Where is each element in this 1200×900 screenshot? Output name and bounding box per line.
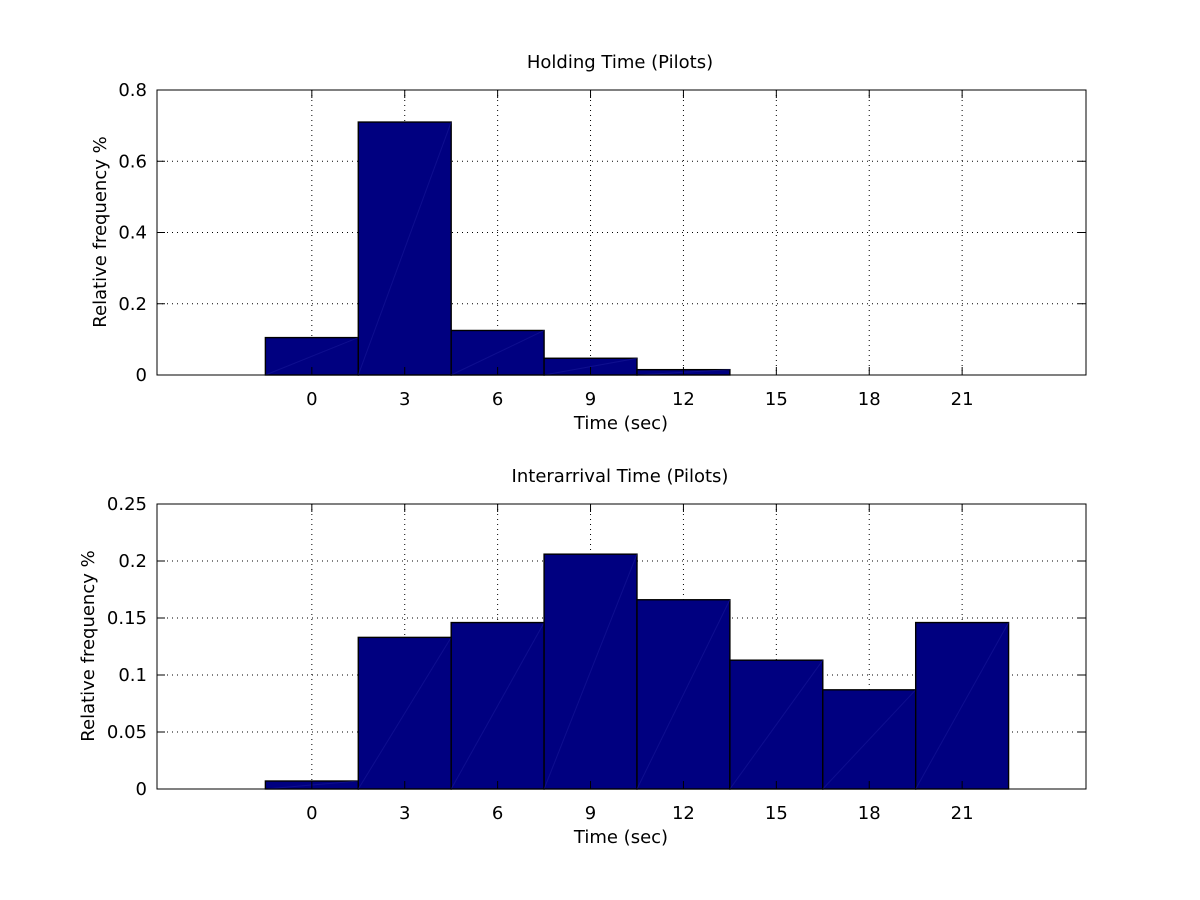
ticks: 0 3 6 9 12 15 18 21 0 0.05 0.1 0.15 0.2 0.25	[107, 494, 1086, 824]
bar-seam	[543, 357, 638, 376]
axes-frame	[156, 503, 1087, 790]
y-tick-label: 0	[136, 779, 147, 800]
x-axis-label: Time (sec)	[573, 413, 668, 434]
bar	[822, 689, 917, 790]
bar	[357, 121, 452, 376]
y-tick-label: 0.25	[107, 494, 147, 515]
chart-title: Holding Time (Pilots)	[527, 52, 713, 73]
bar-seam	[729, 659, 824, 790]
bar-seam	[450, 622, 545, 790]
interarrival-time-chart: Interarrival Time (Pilots) 0 3 6 9 12 15 18 210…	[78, 466, 1087, 848]
bar	[543, 553, 638, 790]
y-tick-label: 0.8	[118, 80, 147, 101]
chart-title: Interarrival Time (Pilots)	[512, 466, 729, 487]
x-tick-label: 6	[492, 803, 503, 824]
y-tick-label: 0.2	[118, 294, 147, 315]
y-tick-label: 0.05	[107, 722, 147, 743]
y-tick-label: 0.2	[118, 551, 147, 572]
bars	[264, 553, 1010, 790]
y-tick-label: 0.1	[118, 665, 147, 686]
y-axis-label: Relative frequency %	[90, 136, 111, 327]
x-tick-label: 0	[306, 803, 317, 824]
y-tick-label: 0.6	[118, 151, 147, 172]
bar-seam	[357, 637, 452, 790]
y-axis-label: Relative frequency %	[78, 550, 99, 741]
x-tick-label: 15	[765, 803, 788, 824]
x-tick-label: 9	[585, 803, 596, 824]
bar	[729, 659, 824, 790]
x-tick-label: 3	[399, 803, 410, 824]
x-tick-label: 21	[951, 803, 974, 824]
y-tick-label: 0.15	[107, 608, 147, 629]
holding-time-chart: Holding Time (Pilots) 0 3 6 9 12 15 18 21 0 0.2 0.…	[90, 52, 1087, 434]
bar-seam	[265, 337, 359, 376]
bar-seam	[822, 689, 917, 790]
bar-seam	[357, 121, 452, 376]
x-tick-label: 21	[951, 389, 974, 410]
x-tick-label: 0	[306, 389, 317, 410]
bar	[636, 599, 731, 790]
bar	[357, 636, 452, 790]
bar-seam	[450, 330, 545, 376]
x-axis-label: Time (sec)	[573, 827, 668, 848]
bar	[914, 621, 1010, 790]
x-tick-label: 18	[858, 803, 881, 824]
ticks: 0 3 6 9 12 15 18 21 0 0.2 0.4 0.6 0.8	[118, 80, 1086, 410]
bar-seam	[636, 599, 731, 790]
x-tick-label: 6	[492, 389, 503, 410]
bar	[450, 621, 545, 790]
bar-seam	[543, 553, 638, 790]
y-tick-label: 0.4	[118, 223, 147, 244]
x-tick-label: 9	[585, 389, 596, 410]
x-tick-label: 3	[399, 389, 410, 410]
x-tick-label: 12	[672, 389, 695, 410]
y-tick-label: 0	[136, 365, 147, 386]
bar-seam	[915, 622, 1010, 790]
bars	[264, 121, 731, 376]
bar	[543, 357, 638, 376]
x-tick-label: 18	[858, 389, 881, 410]
x-tick-label: 12	[672, 803, 695, 824]
bar	[450, 329, 545, 376]
x-tick-label: 15	[765, 389, 788, 410]
